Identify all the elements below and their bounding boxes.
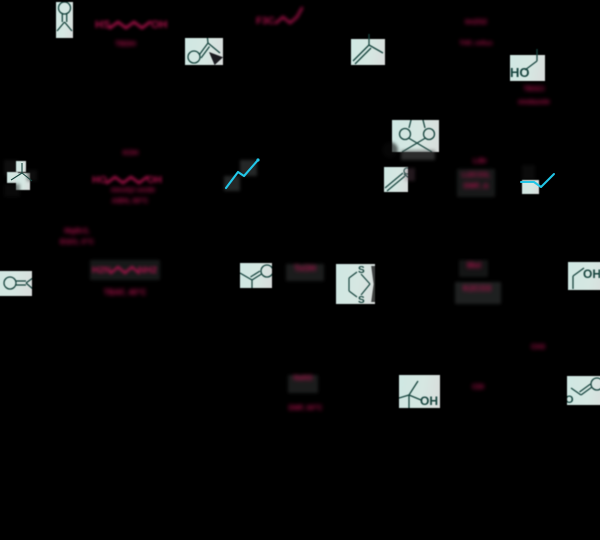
svg-text:OH: OH (151, 19, 168, 31)
svg-text:HO: HO (92, 175, 107, 186)
svg-text:OH: OH (420, 394, 438, 408)
svg-text:S: S (358, 295, 365, 304)
svg-text:O: O (567, 394, 574, 405)
svg-text:OH: OH (583, 267, 600, 281)
svg-text:H2N: H2N (92, 265, 111, 276)
svg-text:F3C: F3C (256, 16, 275, 27)
svg-text:HS: HS (95, 19, 110, 31)
svg-text:OH: OH (147, 175, 162, 186)
svg-text:NH2: NH2 (138, 265, 157, 276)
svg-text:S: S (358, 265, 365, 276)
svg-text:HO: HO (510, 65, 530, 80)
